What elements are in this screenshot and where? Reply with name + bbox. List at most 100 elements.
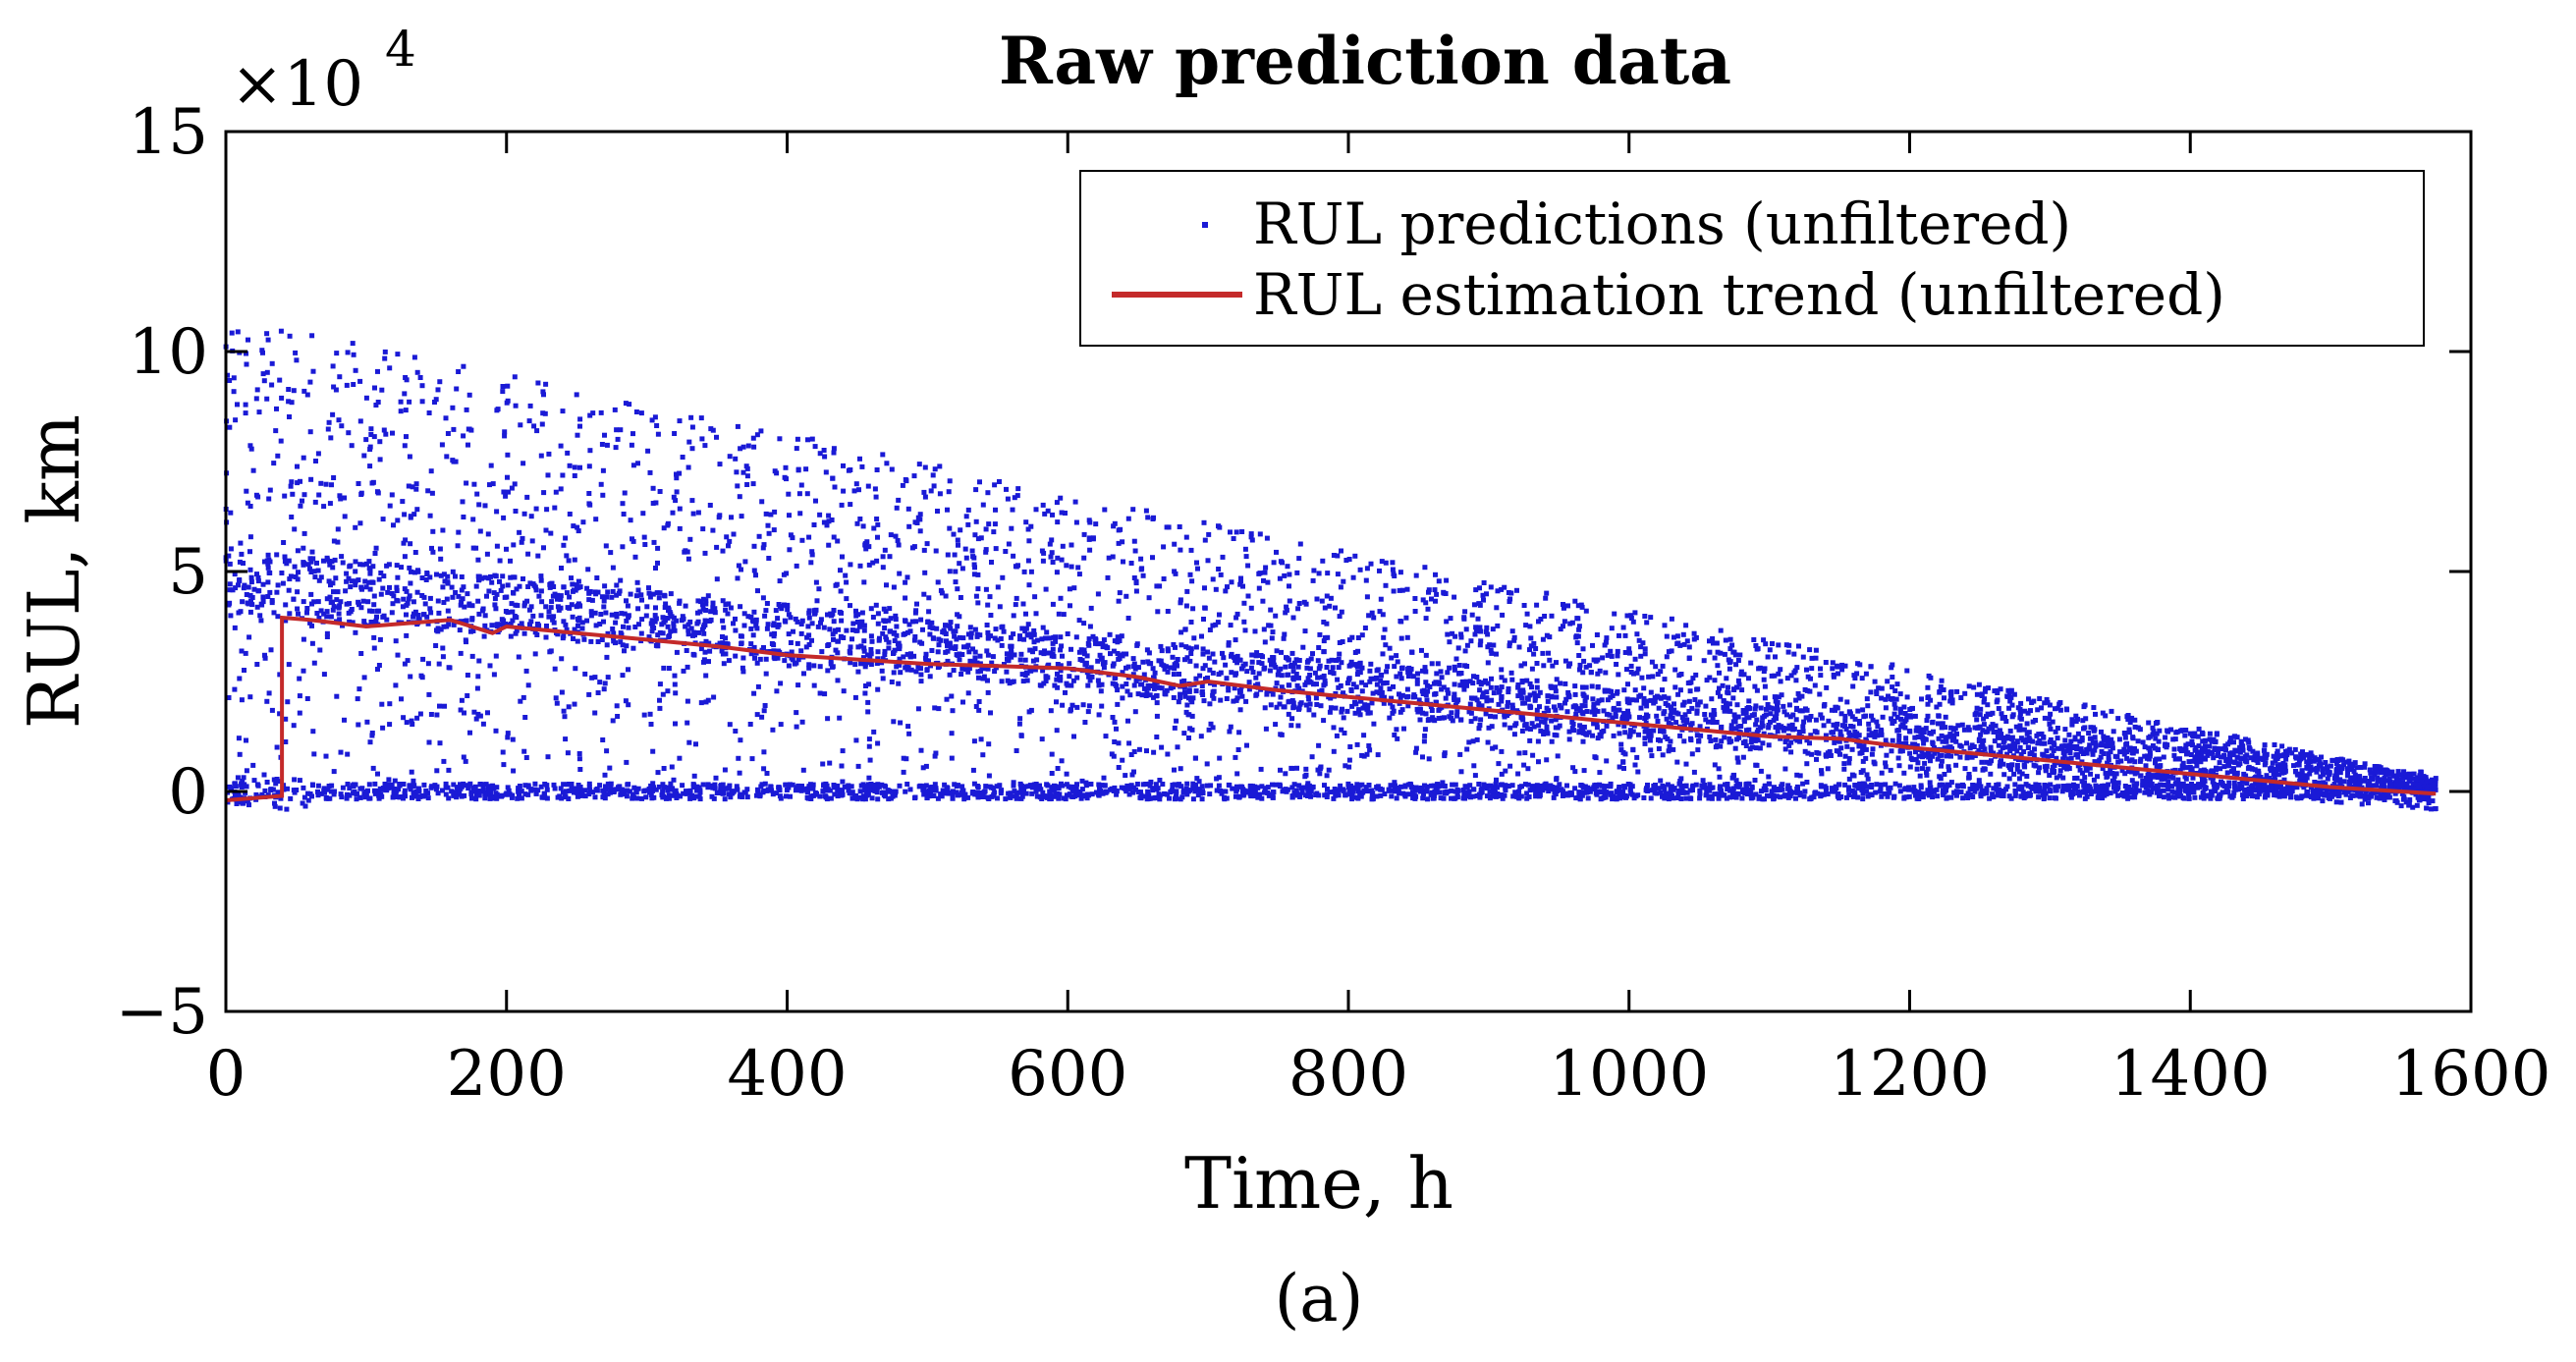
scatter-point — [579, 626, 585, 631]
scatter-point — [1321, 638, 1327, 644]
scatter-point — [237, 559, 243, 565]
scatter-point — [1368, 661, 1374, 667]
scatter-point — [960, 635, 966, 641]
scatter-point — [2103, 770, 2109, 776]
scatter-point — [747, 722, 753, 727]
scatter-point — [470, 545, 476, 551]
scatter-point — [1324, 621, 1330, 627]
scatter-point — [962, 546, 968, 552]
scatter-point — [1391, 683, 1396, 689]
scatter-point — [1256, 660, 1262, 666]
scatter-point — [1499, 586, 1505, 592]
scatter-point — [249, 602, 255, 608]
scatter-point — [446, 767, 452, 773]
scatter-point — [2050, 753, 2055, 759]
scatter-point — [740, 444, 746, 450]
scatter-point — [2073, 713, 2079, 719]
scatter-point — [572, 627, 577, 632]
scatter-point — [2368, 770, 2374, 776]
scatter-point — [550, 617, 556, 623]
scatter-point — [2217, 760, 2222, 766]
scatter-point — [1295, 723, 1301, 729]
scatter-point — [540, 389, 546, 395]
scatter-point — [1868, 689, 1874, 695]
scatter-point — [1433, 680, 1439, 685]
scatter-point — [2153, 760, 2158, 766]
scatter-point — [911, 637, 917, 643]
scatter-point — [434, 712, 440, 718]
scatter-point — [567, 463, 573, 468]
scatter-point — [1925, 684, 1931, 690]
scatter-point — [1575, 616, 1581, 622]
scatter-point — [2223, 758, 2229, 764]
scatter-point — [1622, 650, 1628, 655]
scatter-point — [1938, 683, 1944, 689]
scatter-point — [2213, 739, 2219, 745]
scatter-point — [992, 635, 998, 641]
scatter-point — [1440, 715, 1446, 721]
scatter-point — [444, 596, 450, 602]
scatter-point — [574, 582, 579, 588]
scatter-point — [1562, 605, 1566, 611]
scatter-point — [1630, 729, 1636, 735]
scatter-point — [2337, 781, 2343, 786]
scatter-point — [851, 488, 857, 494]
scatter-point — [983, 547, 989, 553]
scatter-point — [973, 487, 979, 493]
scatter-point — [1634, 697, 1639, 703]
scatter-point — [1642, 700, 1648, 706]
scatter-point — [501, 515, 507, 520]
scatter-point — [2223, 747, 2228, 753]
scatter-point — [1258, 766, 1264, 772]
scatter-point — [837, 715, 843, 721]
scatter-point — [1131, 682, 1137, 688]
scatter-point — [657, 629, 663, 635]
scatter-point — [1387, 715, 1393, 721]
scatter-point — [2358, 765, 2364, 770]
scatter-point — [1059, 557, 1065, 563]
scatter-point — [840, 554, 845, 560]
scatter-point — [844, 579, 850, 585]
scatter-point — [751, 543, 757, 549]
scatter-point — [1914, 766, 1920, 772]
scatter-point — [696, 629, 701, 635]
scatter-point — [1145, 682, 1151, 688]
scatter-point — [2161, 754, 2166, 760]
scatter-point — [1103, 734, 1109, 739]
scatter-point — [498, 587, 504, 593]
scatter-point — [1865, 776, 1871, 782]
scatter-point — [966, 649, 972, 655]
scatter-point — [419, 399, 425, 405]
scatter-point — [401, 540, 407, 546]
scatter-point — [913, 669, 919, 675]
scatter-point — [1734, 684, 1739, 690]
scatter-point — [1093, 521, 1099, 527]
scatter-point — [439, 442, 445, 448]
scatter-point — [677, 418, 683, 424]
scatter-point — [641, 712, 647, 718]
scatter-point — [540, 410, 546, 416]
scatter-point — [2049, 745, 2055, 751]
scatter-point — [1296, 658, 1302, 663]
scatter-point — [1099, 703, 1105, 709]
scatter-point — [2333, 761, 2339, 766]
scatter-point — [1855, 661, 1861, 667]
scatter-point — [778, 722, 784, 728]
scatter-point — [1897, 706, 1903, 712]
scatter-point — [895, 538, 901, 543]
scatter-point — [955, 586, 960, 592]
scatter-point — [301, 562, 306, 568]
scatter-point — [446, 622, 452, 627]
scatter-point — [1710, 716, 1716, 722]
scatter-point — [227, 600, 233, 606]
scatter-point — [1681, 723, 1687, 729]
scatter-point — [2164, 773, 2169, 778]
scatter-point — [701, 657, 707, 663]
scatter-point — [590, 410, 596, 416]
scatter-point — [843, 572, 849, 578]
scatter-point — [301, 668, 306, 674]
scatter-point — [460, 499, 466, 505]
scatter-point — [613, 445, 619, 451]
scatter-point — [1133, 679, 1139, 683]
scatter-point — [239, 697, 245, 703]
